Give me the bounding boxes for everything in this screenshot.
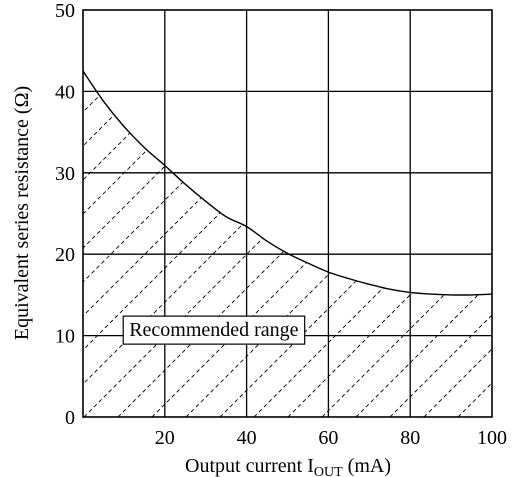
hatch-line — [83, 71, 288, 417]
x-tick-label: 100 — [477, 427, 507, 449]
x-tick-label: 40 — [237, 427, 257, 449]
hatch-line — [457, 71, 492, 417]
x-tick-label: 80 — [400, 427, 420, 449]
recommended-range-box — [122, 315, 306, 345]
x-tick-label: 20 — [155, 427, 175, 449]
hatch-line — [151, 71, 492, 417]
hatch-line — [83, 71, 492, 417]
hatch-line — [83, 71, 322, 417]
y-axis-label: Equivalent series resistance (Ω) — [11, 86, 33, 340]
hatch-line — [389, 71, 492, 417]
y-tick-label: 10 — [55, 326, 75, 348]
recommended-range-hatch — [83, 71, 492, 417]
x-tick-labels: 20 40 60 80 100 — [155, 427, 507, 449]
x-axis-label: Output current IOUT (mA) — [185, 455, 391, 477]
x-tick-label: 60 — [318, 427, 338, 449]
y-tick-label: 50 — [55, 0, 75, 22]
hatch-line — [219, 71, 492, 417]
hatch-line — [117, 71, 492, 417]
hatch-line — [83, 71, 458, 417]
hatch-line — [185, 71, 492, 417]
hatch-line — [83, 71, 424, 417]
hatch-line — [287, 71, 492, 417]
hatch-line — [83, 71, 254, 417]
recommended-range-label: Recommended range — [129, 319, 298, 341]
hatch-line — [83, 71, 390, 417]
y-tick-labels: 0 10 20 30 40 50 — [55, 0, 75, 429]
y-tick-label: 0 — [65, 407, 75, 429]
hatch-line — [491, 71, 492, 417]
hatch-line — [423, 71, 492, 417]
y-tick-label: 40 — [55, 81, 75, 103]
annotation-group: Recommended range — [122, 315, 306, 345]
grid — [83, 10, 492, 417]
esr-curve — [82, 70, 493, 296]
x-axis-label-text: Output current — [185, 455, 303, 477]
hatch-line — [355, 71, 492, 417]
x-axis-label-symbol: I — [307, 455, 314, 477]
hatch-line — [83, 71, 356, 417]
hatch-line — [321, 71, 492, 417]
plot-frame — [82, 9, 493, 418]
x-axis-label-unit: (mA) — [348, 455, 391, 477]
y-tick-label: 30 — [55, 163, 75, 185]
hatch-line — [253, 71, 492, 417]
y-tick-label: 20 — [55, 244, 75, 266]
x-axis-label-subscript: OUT — [314, 465, 343, 477]
hatch-lines — [83, 71, 492, 417]
